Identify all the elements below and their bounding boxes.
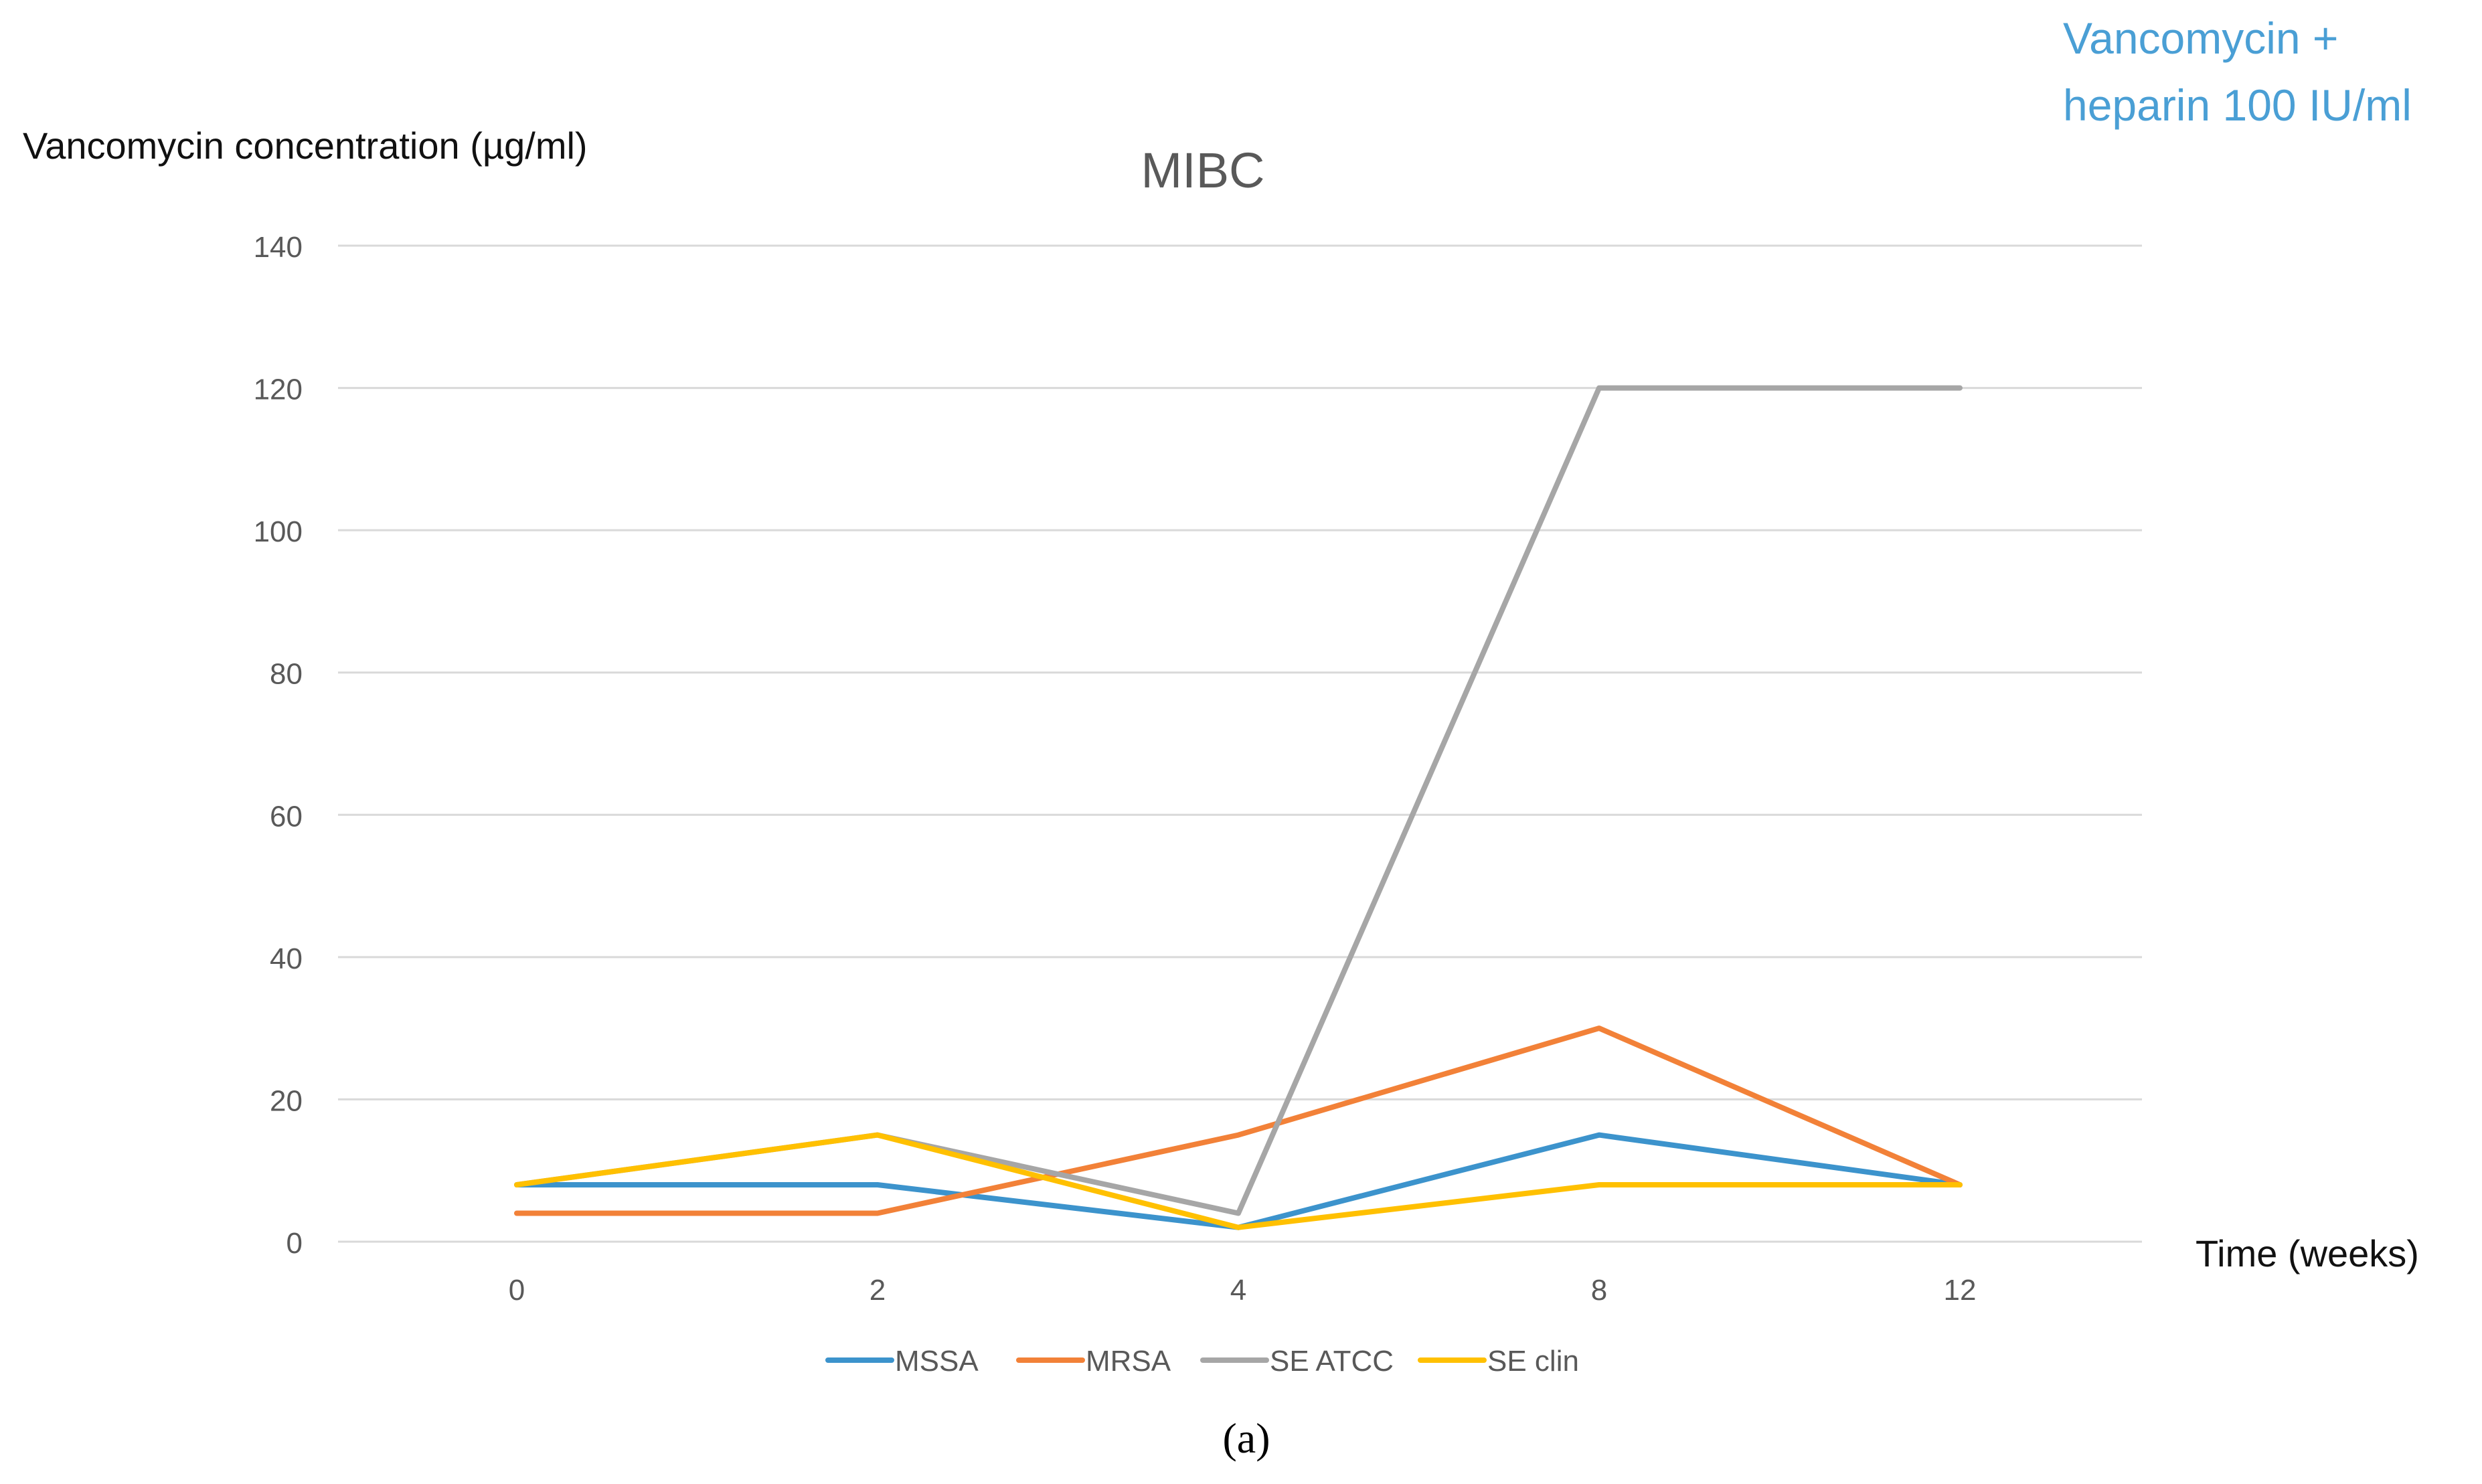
x-tick-label: 8 [1591,1274,1607,1307]
y-tick-labels: 0 20 40 60 80 100 120 140 [254,231,303,1260]
x-tick-label: 2 [870,1274,886,1307]
legend-label: MSSA [895,1345,979,1378]
y-tick-label: 60 [270,800,303,833]
y-tick-label: 100 [254,515,303,548]
legend: MSSA MRSA SE ATCC SE clin [825,1345,1579,1378]
chart-title: MIBC [1141,143,1265,198]
series-line-mrsa [514,1025,1963,1216]
x-axis-label: Time (weeks) [2196,1232,2419,1274]
series-line-se-clin [514,1132,1963,1230]
y-tick-label: 20 [270,1084,303,1117]
gridlines [338,244,2142,1243]
y-tick-label: 40 [270,942,303,975]
chart-subtitle-line-2: heparin 100 IU/ml [2063,80,2412,130]
y-axis-label: Vancomycin concentration (µg/ml) [23,125,588,167]
x-tick-label: 0 [509,1274,525,1307]
chart-subtitle-line-1: Vancomycin + [2063,13,2338,63]
y-tick-label: 80 [270,658,303,691]
legend-label: SE ATCC [1270,1345,1394,1378]
y-tick-label: 140 [254,231,303,264]
series-lines [514,385,1963,1230]
x-tick-label: 12 [1944,1274,1977,1307]
x-tick-labels: 0 2 4 8 12 [509,1274,1977,1307]
y-tick-label: 0 [286,1227,303,1260]
legend-label: MRSA [1086,1345,1171,1378]
panel-label: (a) [1222,1414,1270,1462]
legend-label: SE clin [1487,1345,1579,1378]
y-tick-label: 120 [254,374,303,406]
x-tick-label: 4 [1230,1274,1246,1307]
